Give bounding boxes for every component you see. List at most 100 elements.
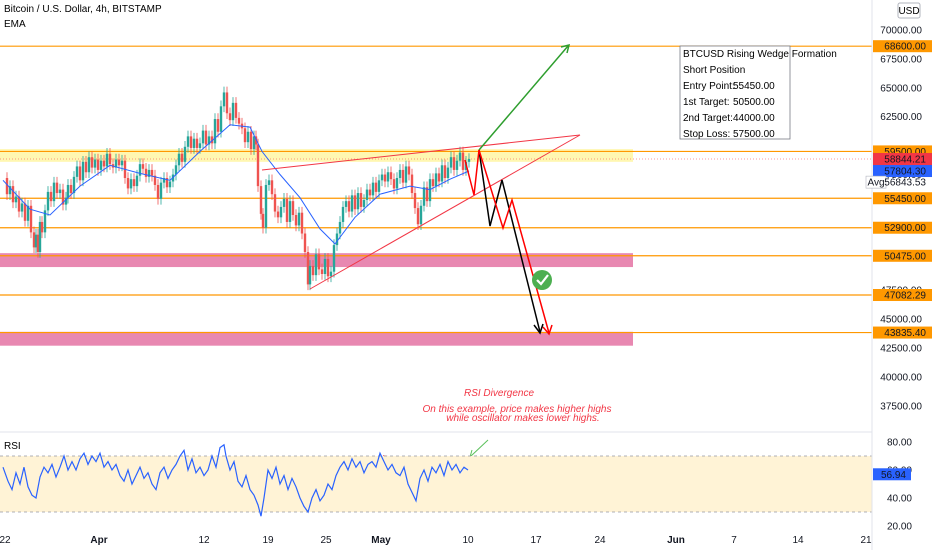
time-tick-label: 17 <box>530 535 542 546</box>
candle <box>362 199 366 207</box>
level-tag-text: 47082.29 <box>884 291 926 302</box>
candle <box>419 205 423 225</box>
candle <box>150 169 154 176</box>
candle <box>228 113 232 121</box>
candle <box>455 160 459 170</box>
ema-tag <box>873 165 932 178</box>
wedge-upper-line[interactable] <box>261 134 581 171</box>
indicator-label: EMA <box>4 19 26 30</box>
rsi-tick-label: 40.00 <box>887 494 912 505</box>
info-box[interactable]: BTCUSD Rising Wedge Formation Short Posi… <box>679 45 837 140</box>
candle <box>180 153 184 162</box>
candle <box>222 92 226 107</box>
candle <box>320 269 324 274</box>
candle <box>29 205 33 233</box>
candle <box>374 182 378 192</box>
candle <box>108 153 112 165</box>
candle <box>288 201 292 222</box>
candle <box>147 169 151 177</box>
candle <box>234 102 238 118</box>
info-row-value: 57500.00 <box>733 129 775 140</box>
candle <box>165 178 169 188</box>
candle <box>401 169 405 183</box>
candle <box>129 179 133 189</box>
candle <box>350 195 354 212</box>
level-tag-text: 50475.00 <box>884 251 926 262</box>
candle <box>371 182 375 196</box>
price-tick-label: 42500.00 <box>880 344 922 355</box>
level-tag <box>873 221 932 234</box>
candle <box>467 159 471 162</box>
candle <box>329 271 333 277</box>
time-tick-label: 21 <box>860 535 872 546</box>
candle <box>308 265 312 285</box>
candle <box>5 178 9 195</box>
time-tick-label: Jun <box>667 535 685 546</box>
candle <box>114 159 118 168</box>
candle <box>341 206 345 222</box>
price-tick-label: 67500.00 <box>880 54 922 65</box>
time-tick-label: 24 <box>594 535 606 546</box>
bullish-projection-arrowhead <box>560 43 571 54</box>
candle <box>46 191 50 211</box>
currency-button[interactable]: USD <box>897 2 921 19</box>
rsi-title: RSI <box>4 441 21 452</box>
candle <box>279 206 283 218</box>
rsi-line <box>2 443 469 517</box>
bearish-projection-red[interactable] <box>464 149 550 334</box>
candle <box>297 212 301 226</box>
candle <box>410 174 414 194</box>
candle <box>440 165 444 182</box>
chart-drawings[interactable] <box>261 43 581 471</box>
last-price-tag-text: 58844.21 <box>884 155 926 166</box>
candle <box>126 178 130 189</box>
candle <box>177 153 181 166</box>
rsi-divergence-note-1: On this example, price makes higher high… <box>423 404 612 415</box>
time-tick-label: 14 <box>792 535 804 546</box>
candle <box>43 210 47 233</box>
candle <box>8 186 12 195</box>
time-tick-label: 12 <box>198 535 210 546</box>
candle <box>347 201 351 212</box>
candle <box>314 254 318 276</box>
wedge-lower-line[interactable] <box>309 134 581 290</box>
candle <box>52 182 56 202</box>
candle <box>135 175 139 187</box>
candle <box>120 160 124 166</box>
level-tag-text: 59500.00 <box>884 147 926 158</box>
candle <box>431 179 435 187</box>
candle <box>105 153 109 167</box>
candle <box>359 193 363 207</box>
candle <box>141 164 145 169</box>
info-row-value: 50500.00 <box>733 97 775 108</box>
candle <box>156 184 160 199</box>
level-tag-text: 52900.00 <box>884 223 926 234</box>
bullish-projection-line[interactable] <box>478 45 569 151</box>
candle <box>407 166 411 175</box>
candle <box>306 252 310 285</box>
candle <box>189 136 193 148</box>
candle <box>36 234 40 253</box>
candle <box>422 187 426 206</box>
candle <box>23 203 27 221</box>
time-axis[interactable]: 22 Apr 12 19 25 May 10 17 24 Jun 7 14 21 <box>0 535 872 546</box>
candle <box>11 186 15 203</box>
candle <box>201 130 205 144</box>
price-tick-label: 37500.00 <box>880 401 922 412</box>
candle <box>90 157 94 168</box>
candle <box>254 136 258 145</box>
candle <box>261 213 265 228</box>
time-tick-label: 7 <box>731 535 737 546</box>
candle <box>332 245 336 272</box>
candle <box>34 234 38 248</box>
candle <box>237 117 241 124</box>
price-tick-label: 62500.00 <box>880 112 922 123</box>
candle <box>159 182 163 199</box>
candle <box>32 232 36 248</box>
candle <box>264 184 268 228</box>
candle <box>344 201 348 207</box>
candle <box>338 221 342 234</box>
rsi-tick-label: 20.00 <box>887 522 912 533</box>
